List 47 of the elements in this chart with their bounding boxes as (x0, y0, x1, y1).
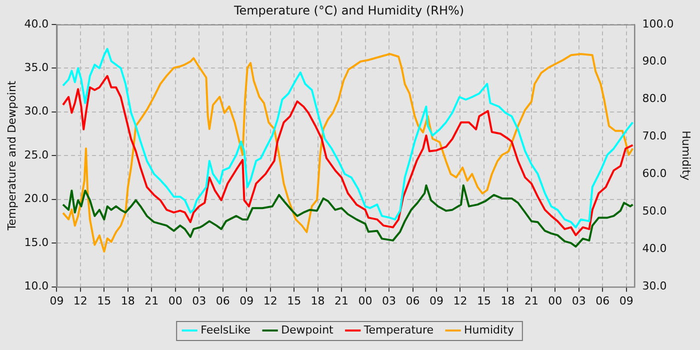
y-tick-label: 15.0 (24, 236, 49, 249)
x-tick-label: 03 (572, 294, 586, 308)
chart-title: Temperature (°C) and Humidity (RH%) (232, 3, 464, 18)
y2-tick-label: 80.0 (642, 92, 667, 106)
y2-tick-label: 40.0 (642, 242, 667, 256)
x-tick-label: 18 (310, 294, 325, 308)
y2-tick-label: 50.0 (642, 204, 667, 218)
y-tick-label: 20.0 (24, 192, 49, 206)
x-tick-label: 06 (406, 294, 420, 308)
y2-tick-label: 30.0 (642, 280, 667, 293)
y-tick-label: 40.0 (24, 17, 49, 30)
x-tick-label: 06 (216, 294, 230, 308)
y-axis-title: Temperature and Dewpoint (5, 80, 18, 232)
x-tick-label: 12 (263, 294, 278, 308)
legend-label: Temperature (362, 323, 434, 336)
x-tick-label: 21 (144, 294, 159, 308)
y2-tick-label: 60.0 (642, 167, 667, 180)
x-tick-label: 18 (120, 294, 135, 308)
x-tick-label: 06 (596, 294, 610, 308)
x-tick-label: 03 (382, 294, 396, 308)
x-tick-label: 12 (453, 294, 468, 308)
y2-tick-label: 100.0 (642, 17, 674, 30)
x-tick-label: 21 (524, 294, 538, 308)
x-tick-label: 15 (476, 294, 491, 308)
y2-tick-label: 70.0 (642, 130, 667, 143)
x-tick-label: 15 (97, 294, 112, 308)
x-tick-label: 00 (358, 294, 372, 308)
y-tick-label: 25.0 (24, 148, 49, 162)
y-tick-label: 10.0 (24, 280, 49, 293)
x-tick-label: 09 (240, 294, 254, 308)
y-tick-label: 35.0 (24, 60, 49, 74)
y-tick-label: 30.0 (24, 104, 49, 118)
x-tick-label: 15 (287, 294, 302, 308)
legend-label: Dewpoint (281, 323, 334, 336)
legend-label: FeelsLike (200, 323, 251, 336)
x-tick-label: 18 (500, 294, 515, 308)
x-tick-label: 09 (619, 294, 634, 308)
x-tick-label: 09 (429, 294, 444, 308)
x-tick-label: 12 (73, 294, 88, 308)
x-tick-label: 00 (168, 294, 182, 308)
legend-label: Humidity (464, 323, 514, 336)
y2-axis-title: Humidity (680, 130, 693, 182)
y2-tick-label: 90.0 (642, 54, 667, 68)
x-tick-label: 00 (548, 294, 562, 308)
x-tick-label: 09 (50, 294, 64, 308)
x-tick-label: 03 (192, 294, 206, 308)
x-tick-label: 21 (334, 294, 349, 308)
